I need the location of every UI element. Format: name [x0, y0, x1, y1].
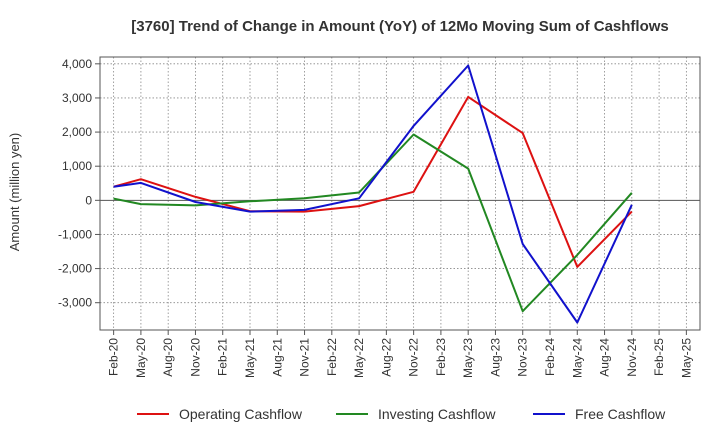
x-tick-label: Aug-23	[488, 338, 502, 377]
y-tick-label: 1,000	[62, 159, 92, 173]
x-tick-label: May-22	[352, 338, 366, 378]
x-tick-label: Nov-22	[407, 338, 421, 377]
x-tick-label: Feb-23	[434, 338, 448, 376]
x-tick-label: May-20	[134, 338, 148, 378]
series-group	[113, 64, 633, 324]
x-tick-label: May-24	[570, 338, 584, 378]
x-tick-label: Aug-20	[161, 338, 175, 377]
y-tick-label: 3,000	[62, 91, 92, 105]
grid	[100, 57, 700, 330]
x-tick-label: Nov-23	[516, 338, 530, 377]
x-tick-label: Nov-21	[298, 338, 312, 377]
x-tick-label: May-21	[243, 338, 257, 378]
series-line-2	[113, 64, 633, 324]
x-tick-label: May-25	[679, 338, 693, 378]
x-tick-label: May-23	[461, 338, 475, 378]
legend-label-2: Free Cashflow	[575, 406, 666, 422]
y-tick-label: 0	[85, 193, 92, 207]
series-line-0	[113, 95, 633, 268]
x-tick-label: Aug-21	[270, 338, 284, 377]
plot-area-frame	[99, 56, 701, 331]
x-tick-label: Feb-22	[325, 338, 339, 376]
x-tick-label: Aug-24	[598, 338, 612, 377]
x-tick-label: Nov-24	[625, 338, 639, 377]
x-tick-label: Feb-24	[543, 338, 557, 376]
legend: Operating Cashflow Investing Cashflow Free…	[137, 406, 666, 422]
chart-title: [3760] Trend of Change in Amount (YoY) o…	[131, 18, 669, 35]
legend-label-0: Operating Cashflow	[179, 406, 303, 422]
series-line-1	[113, 133, 633, 313]
y-axis: 4,000 3,000 2,000 1,000 0 -1,000 -2,000 -3,000	[58, 57, 100, 310]
y-tick-label: -3,000	[58, 296, 92, 310]
x-tick-label: Feb-21	[216, 338, 230, 376]
x-axis: Feb-20 May-20 Aug-20 Nov-20 Feb-21 May-21 Aug-…	[107, 330, 693, 378]
x-tick-label: Nov-20	[188, 338, 202, 377]
x-tick-label: Feb-20	[107, 338, 121, 376]
y-tick-label: 2,000	[62, 125, 92, 139]
y-tick-label: 4,000	[62, 57, 92, 71]
y-tick-label: -2,000	[58, 262, 92, 276]
y-tick-label: -1,000	[58, 227, 92, 241]
y-axis-label: Amount (million yen)	[7, 133, 22, 252]
legend-label-1: Investing Cashflow	[378, 406, 496, 422]
x-tick-label: Feb-25	[652, 338, 666, 376]
x-tick-label: Aug-22	[379, 338, 393, 377]
